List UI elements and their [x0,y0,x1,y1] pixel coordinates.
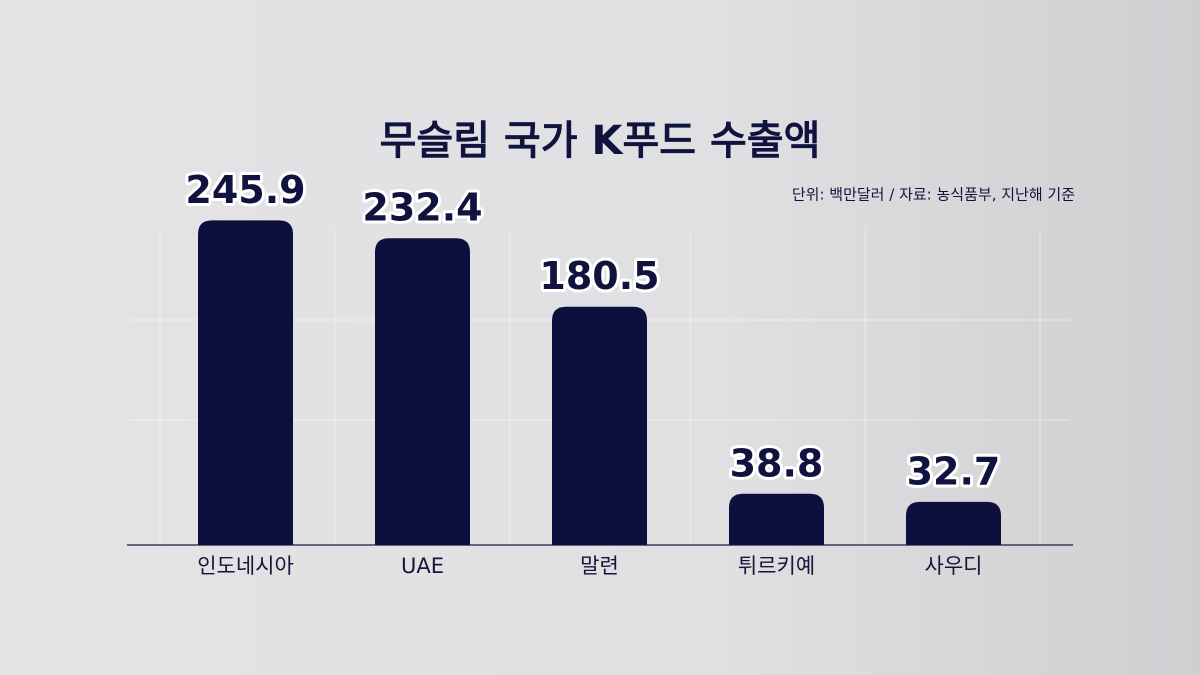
bar [552,306,647,545]
data-label: 32.7 [907,449,1001,493]
data-label: 232.4 [362,186,482,230]
bar [198,220,293,546]
chart-subtitle: 단위: 백만달러 / 자료: 농식품부, 지난해 기준 [792,186,1075,204]
x-tick-label: 사우디 [925,554,983,578]
data-label: 180.5 [539,254,659,298]
x-tick-label: 인도네시아 [197,554,294,578]
x-tick-label: 튀르키예 [738,554,815,578]
x-tick-label: 말련 [580,554,619,578]
bar [729,493,824,545]
data-label: 245.9 [185,168,305,212]
bar [906,501,1001,545]
data-label: 38.8 [730,441,824,485]
chart-title: 무슬림 국가 K푸드 수출액 [380,118,821,164]
x-tick-label: UAE [401,554,444,578]
bar [375,238,470,545]
